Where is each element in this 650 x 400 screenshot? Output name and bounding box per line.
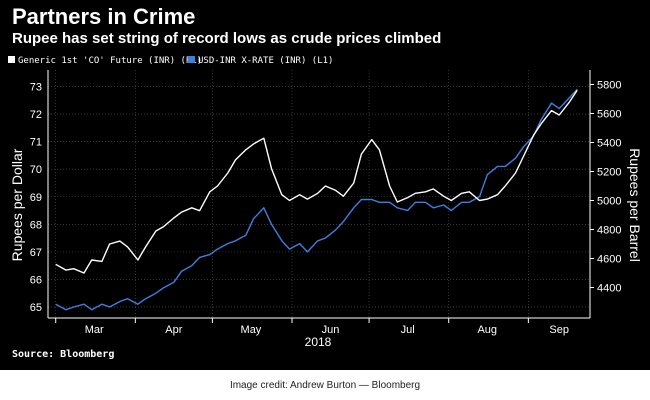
legend-label-rupee: USD-INR X-RATE (INR) (L1) xyxy=(198,56,333,66)
right-axis-tick-label: 5800 xyxy=(597,80,621,92)
right-axis-tick-label: 4400 xyxy=(597,283,621,295)
left-axis-tick-label: 65 xyxy=(30,302,42,314)
legend-swatch-rupee xyxy=(188,56,195,63)
x-axis-month-label: Jul xyxy=(401,324,415,336)
legend-label-crude: Generic 1st 'CO' Future (INR) (R1) xyxy=(18,56,202,66)
left-axis-tick-label: 73 xyxy=(30,82,42,94)
series-line-usd-inr xyxy=(55,88,578,311)
right-axis-tick-label: 5200 xyxy=(597,167,621,179)
right-axis-tick-label: 4600 xyxy=(597,254,621,266)
right-axis-tick-label: 5600 xyxy=(597,109,621,121)
image-credit: Image credit: Andrew Burton — Bloomberg xyxy=(229,380,421,391)
x-axis-month-label: May xyxy=(241,324,262,336)
chart-subtitle: Rupee has set string of record lows as c… xyxy=(12,30,442,47)
x-axis-month-label: Jun xyxy=(322,324,340,336)
x-axis-month-label: Sep xyxy=(549,324,569,336)
chart-svg: Generic 1st 'CO' Future (INR) (R1) USD-I… xyxy=(8,56,643,349)
left-axis-tick-label: 68 xyxy=(30,219,42,231)
legend: Generic 1st 'CO' Future (INR) (R1) USD-I… xyxy=(8,56,333,66)
x-axis-month-label: Apr xyxy=(165,324,182,336)
left-axis-tick-label: 66 xyxy=(30,274,42,286)
right-axis-tick-label: 5400 xyxy=(597,138,621,150)
series-layer xyxy=(55,88,578,311)
left-axis-tick-label: 70 xyxy=(30,164,42,176)
left-axis-tick-label: 69 xyxy=(30,192,42,204)
axes: 65 66 67 68 69 70 71 72 73 4400 4600 4800 5000 5200 54… xyxy=(30,70,621,336)
right-axis-tick-label: 4800 xyxy=(597,225,621,237)
left-axis-tick-label: 67 xyxy=(30,247,42,259)
x-axis-year-label: 2018 xyxy=(305,335,332,349)
gridlines xyxy=(48,70,590,318)
x-axis-month-label: Mar xyxy=(85,324,104,336)
left-axis-tick-label: 72 xyxy=(30,109,42,121)
series-line-crude-future xyxy=(55,89,578,274)
x-axis-month-label: Aug xyxy=(477,324,497,336)
chart-title: Partners in Crime xyxy=(12,4,196,29)
right-axis-tick-label: 5000 xyxy=(597,196,621,208)
left-axis-tick-label: 71 xyxy=(30,137,42,149)
chart-figure xyxy=(0,0,650,370)
left-axis-label: Rupees per Dollar xyxy=(9,148,25,261)
legend-swatch-crude xyxy=(8,56,15,63)
right-axis-label: Rupees per Barrel xyxy=(627,148,643,262)
source-note: Source: Bloomberg xyxy=(12,349,115,360)
